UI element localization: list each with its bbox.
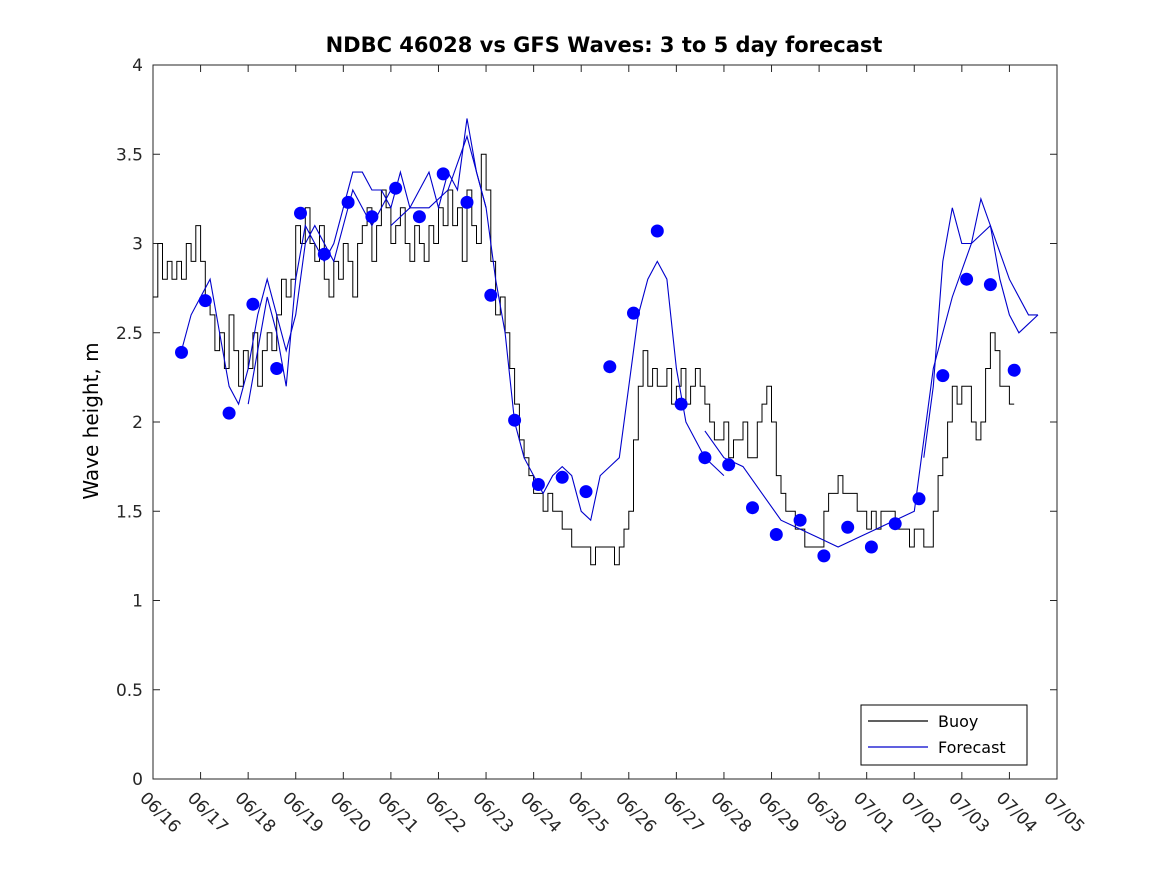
legend-label-buoy: Buoy — [938, 712, 978, 731]
forecast-point — [793, 513, 807, 527]
forecast-point — [936, 369, 950, 383]
forecast-point — [246, 297, 260, 311]
forecast-point — [746, 501, 759, 515]
forecast-point — [389, 181, 403, 195]
forecast-point — [722, 458, 736, 472]
forecast-point — [436, 167, 450, 181]
forecast-point — [769, 528, 783, 541]
y-axis-label: Wave height, m — [79, 342, 103, 499]
forecast-point — [222, 406, 236, 420]
y-tick-label: 0.5 — [116, 681, 143, 701]
forecast-point — [650, 224, 664, 238]
y-tick-label: 1 — [132, 592, 143, 612]
legend-label-forecast: Forecast — [938, 738, 1006, 757]
y-tick-label: 3.5 — [116, 145, 143, 165]
forecast-point — [460, 195, 474, 209]
forecast-point — [579, 485, 593, 499]
series-line-forecast-run — [390, 134, 725, 522]
y-tick-label: 4 — [132, 56, 143, 76]
forecast-point — [888, 517, 902, 531]
forecast-point — [341, 195, 355, 209]
forecast-point — [627, 306, 640, 320]
y-tick-label: 0 — [132, 770, 143, 790]
y-tick-label: 2.5 — [116, 324, 143, 344]
chart-title: NDBC 46028 vs GFS Waves: 3 to 5 day fore… — [326, 33, 883, 57]
legend-box — [860, 704, 1028, 766]
forecast-point — [817, 549, 831, 563]
y-tick-label: 1.5 — [116, 502, 143, 522]
forecast-point — [841, 520, 855, 534]
forecast-point — [603, 360, 617, 374]
y-tick-label: 2 — [132, 413, 143, 433]
series-line-buoy — [153, 153, 1015, 566]
series-line-forecast-run — [180, 188, 392, 406]
forecast-point — [270, 362, 284, 375]
forecast-point — [674, 397, 688, 411]
series-line-forecast-run — [923, 196, 1039, 458]
forecast-point — [1007, 363, 1021, 377]
forecast-point — [412, 210, 426, 224]
forecast-point — [864, 540, 878, 554]
forecast-point — [317, 247, 331, 261]
forecast-point — [175, 345, 188, 359]
y-tick-label: 3 — [132, 235, 143, 255]
forecast-point — [365, 210, 379, 224]
forecast-point — [508, 413, 522, 427]
forecast-point — [912, 492, 926, 506]
forecast-point — [960, 272, 974, 286]
forecast-point — [698, 451, 712, 465]
forecast-point — [198, 294, 212, 308]
forecast-point — [983, 278, 997, 292]
forecast-point — [294, 206, 307, 220]
legend: Buoy Forecast — [860, 704, 1028, 766]
forecast-point — [555, 470, 569, 484]
forecast-point — [484, 288, 498, 302]
forecast-point — [531, 478, 545, 491]
